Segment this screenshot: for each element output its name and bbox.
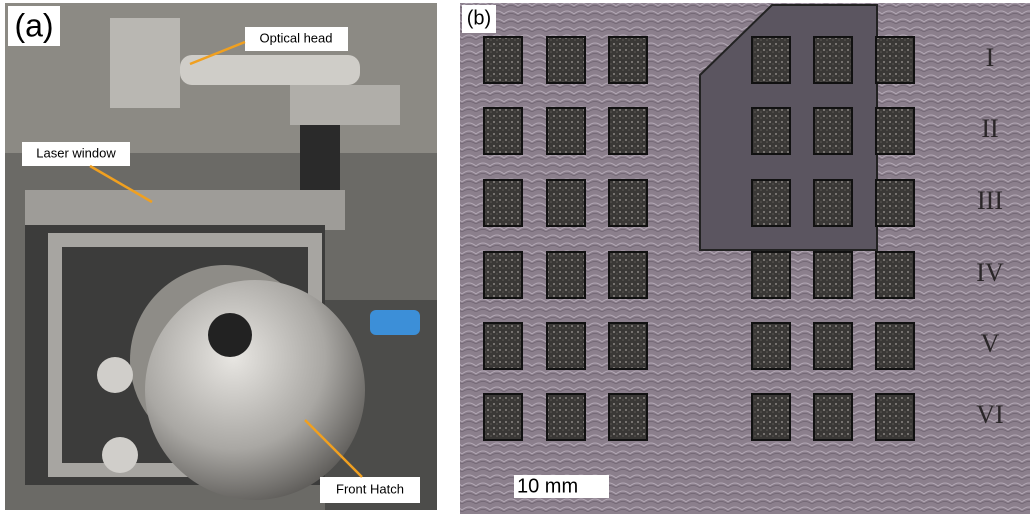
panel-label: (b) xyxy=(467,7,491,29)
engraved-numeral: V xyxy=(981,329,1000,358)
hatch-knob xyxy=(208,313,252,357)
printed-square xyxy=(609,323,647,369)
printed-square xyxy=(876,108,914,154)
hinge xyxy=(97,357,133,393)
scale-bar: 10 mm xyxy=(517,475,578,497)
printed-square xyxy=(752,37,790,83)
printed-square xyxy=(547,394,585,440)
annotation: Optical head xyxy=(260,30,333,45)
printed-square xyxy=(814,252,852,298)
panel-label: (a) xyxy=(14,7,53,43)
printed-square xyxy=(484,252,522,298)
annotation: Laser window xyxy=(36,145,116,160)
stage xyxy=(290,85,400,125)
printed-square xyxy=(876,252,914,298)
printed-square xyxy=(547,252,585,298)
printed-square xyxy=(484,108,522,154)
printed-square xyxy=(609,37,647,83)
printed-square xyxy=(484,37,522,83)
printed-square xyxy=(609,180,647,226)
printed-square xyxy=(814,394,852,440)
printed-square xyxy=(752,323,790,369)
hinge xyxy=(102,437,138,473)
printed-square xyxy=(752,394,790,440)
printed-square xyxy=(814,37,852,83)
window-flange xyxy=(25,190,345,230)
printed-square xyxy=(609,394,647,440)
optical-head xyxy=(180,55,360,85)
printed-square xyxy=(876,37,914,83)
printed-square xyxy=(547,37,585,83)
engraved-numeral: III xyxy=(977,186,1003,215)
printed-square xyxy=(752,180,790,226)
printed-square xyxy=(547,323,585,369)
engraved-numeral: IV xyxy=(976,258,1004,287)
printed-square xyxy=(814,323,852,369)
printed-square xyxy=(547,108,585,154)
printed-square xyxy=(876,180,914,226)
engraved-numeral: VI xyxy=(976,400,1003,429)
printed-square xyxy=(876,394,914,440)
engraved-numeral: I xyxy=(986,43,995,72)
printed-square xyxy=(484,323,522,369)
engraved-numeral: II xyxy=(981,114,998,143)
printed-square xyxy=(814,108,852,154)
printed-square xyxy=(609,252,647,298)
printed-square xyxy=(876,323,914,369)
printed-square xyxy=(484,394,522,440)
printed-square xyxy=(484,180,522,226)
blue-fitting xyxy=(370,310,420,335)
front-hatch xyxy=(145,280,365,500)
printed-square xyxy=(752,108,790,154)
optics-box xyxy=(110,18,180,108)
printed-square xyxy=(547,180,585,226)
printed-square xyxy=(814,180,852,226)
figure: (a) Optical head Laser window Front Hatc… xyxy=(0,0,1030,514)
annotation: Front Hatch xyxy=(336,481,404,496)
printed-square xyxy=(609,108,647,154)
printed-square xyxy=(752,252,790,298)
panel-a: (a) Optical head Laser window Front Hatc… xyxy=(5,3,437,510)
